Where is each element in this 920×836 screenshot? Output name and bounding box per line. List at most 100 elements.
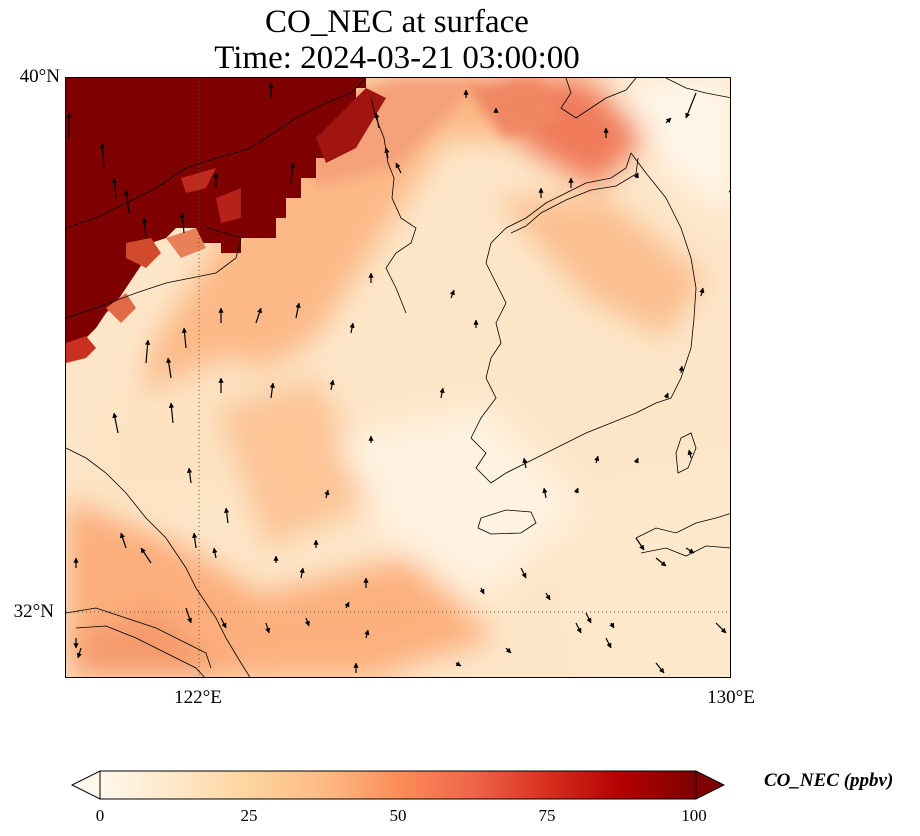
wind-arrow-head: [76, 652, 82, 659]
wind-arrow-head: [688, 548, 695, 554]
wind-arrow-head: [353, 662, 359, 668]
wind-arrow-head: [609, 622, 615, 629]
wind-arrow-head: [685, 112, 691, 119]
colorbar: [70, 768, 726, 802]
chart-subtitle-time: Time: 2024-03-21 03:00:00: [214, 40, 580, 76]
wind-arrow-head: [179, 212, 186, 218]
wind-arrow-head: [141, 217, 148, 223]
lon-label-130e: 130°E: [707, 687, 755, 708]
wind-arrow-head: [123, 189, 130, 196]
lon-label-122e: 122°E: [174, 687, 222, 708]
wind-arrow-head: [111, 177, 118, 183]
wind-arrow-head: [268, 82, 274, 88]
wind-arrow-head: [99, 142, 106, 148]
wind-arrow-head: [521, 572, 527, 579]
wind-arrow-head: [304, 620, 310, 627]
high-co-plume: [66, 78, 366, 348]
wind-arrow-head: [119, 532, 126, 539]
wind-arrow-head: [295, 302, 301, 309]
map-panel: [65, 77, 731, 678]
wind-arrow-head: [299, 567, 305, 574]
wind-arrow-head: [576, 627, 582, 634]
wind-arrow-head: [265, 627, 271, 634]
wind-arrow-head: [186, 617, 193, 624]
colorbar-label: CO_NEC (ppbv): [764, 770, 894, 791]
wind-arrow-head: [699, 287, 705, 294]
wind-arrow-head: [349, 322, 355, 329]
wind-arrow-head: [687, 449, 693, 456]
wind-arrow-head: [256, 307, 263, 314]
wind-arrow-head: [212, 547, 218, 554]
wind-arrow-head: [273, 555, 279, 561]
wind-arrow-head: [186, 467, 193, 474]
concentration-field: [66, 78, 730, 677]
wind-arrow-head: [594, 455, 600, 462]
wind-arrow-head: [313, 539, 319, 545]
gridlines: [66, 78, 730, 677]
wind-arrow-head: [329, 379, 335, 386]
wind-arrow-head: [218, 377, 224, 383]
wind-arrow-head: [493, 107, 499, 113]
wind-arrow-head: [344, 601, 350, 608]
wind-arrow-head: [66, 112, 72, 118]
wind-arrow-head: [473, 319, 479, 325]
wind-arrow-head: [568, 177, 574, 183]
wind-arrow-head: [505, 647, 512, 654]
colorbar-extend-low: [70, 770, 101, 800]
wind-vectors: [66, 82, 730, 674]
wind-arrow-head: [720, 627, 727, 634]
wind-arrow-head: [384, 147, 390, 154]
colorbar-svg: [70, 770, 726, 800]
colorbar-tick-0: 0: [95, 806, 105, 825]
jeju-island: [477, 509, 537, 535]
wind-arrow-head: [573, 487, 579, 494]
wind-arrow-head: [463, 89, 469, 95]
wind-arrow-head: [368, 435, 374, 441]
colorbar-tick-75: 75: [538, 806, 556, 825]
wind-arrow-head: [73, 643, 79, 649]
colorbar-tick-50: 50: [389, 806, 407, 825]
wind-arrow-head: [112, 412, 118, 419]
wind-arrow-head: [223, 507, 230, 514]
wind-arrow-head: [269, 382, 276, 389]
wind-arrow-head: [455, 661, 462, 667]
wind-arrow-head: [586, 617, 592, 624]
wind-arrow-head: [663, 392, 669, 399]
wind-arrow-head: [73, 557, 79, 563]
wind-arrow-head: [191, 532, 198, 539]
wind-arrow-head: [606, 642, 612, 649]
map-svg: [66, 78, 730, 677]
wind-arrow-head: [660, 560, 667, 567]
chart-title: CO_NEC at surface: [265, 4, 529, 40]
wind-arrow-head: [368, 272, 374, 278]
wind-arrow-head: [364, 629, 370, 636]
wind-arrow-head: [665, 117, 672, 124]
colorbar-extend-high: [695, 770, 726, 800]
wind-arrow-head: [168, 402, 175, 408]
wind-arrow-head: [324, 489, 330, 496]
wind-arrow-head: [522, 457, 528, 464]
wind-arrow-head: [221, 622, 227, 629]
wind-arrow-head: [395, 162, 401, 169]
colorbar-body: [99, 770, 697, 800]
wind-arrow-head: [144, 339, 151, 345]
colorbar-tick-25: 25: [240, 806, 258, 825]
wind-arrow-head: [479, 588, 485, 595]
wind-arrow-head: [439, 387, 445, 394]
wind-arrow-head: [289, 162, 296, 168]
wind-arrow-head: [363, 577, 369, 583]
coastlines: [66, 78, 730, 677]
wind-arrow-head: [545, 594, 551, 601]
wind-arrow-head: [678, 365, 684, 372]
lat-label-40n: 40°N: [19, 66, 60, 87]
wind-arrow-head: [140, 547, 146, 554]
wind-arrow-head: [218, 307, 224, 313]
wind-arrow-head: [538, 187, 544, 193]
colorbar-tick-100: 100: [681, 806, 707, 825]
wind-arrow-head: [181, 327, 188, 333]
lat-label-32n: 32°N: [13, 601, 54, 622]
wind-arrow-head: [213, 172, 219, 178]
wind-arrow-head: [639, 544, 645, 551]
wind-arrow-head: [542, 487, 548, 494]
wind-arrow-head: [728, 190, 730, 193]
